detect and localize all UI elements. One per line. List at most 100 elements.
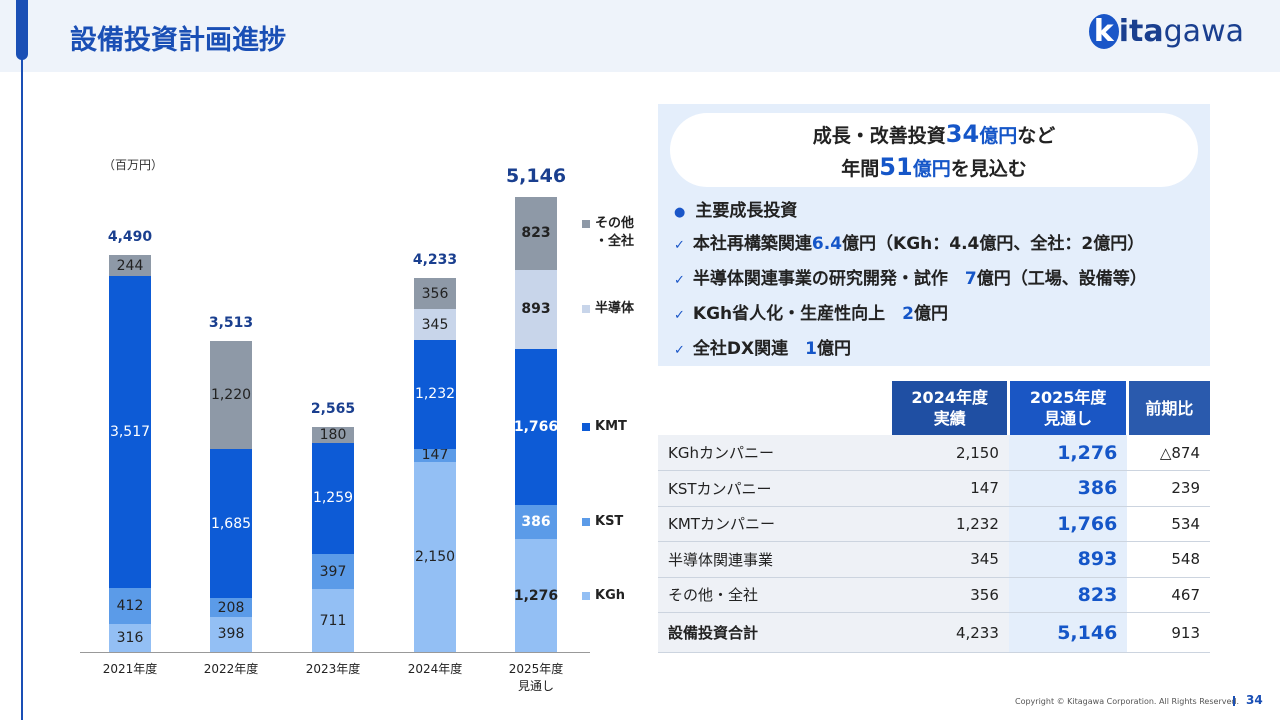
logo: k itagawa <box>1088 14 1244 49</box>
table-cell: KGhカンパニー <box>658 435 891 471</box>
bar-segment: 386 <box>515 504 557 540</box>
legend-swatch <box>582 591 590 600</box>
bar-segment: 1,276 <box>513 539 559 652</box>
data-label: 711 <box>319 612 347 629</box>
item-part: 7 <box>964 269 977 289</box>
bar-segment: 398 <box>210 616 252 652</box>
x-tick-label: 2025年度 見通し <box>508 662 564 693</box>
header-cell: 2024年度 実績 <box>888 381 1009 435</box>
table-cell: 147 <box>890 470 1009 506</box>
data-label: 386 <box>521 514 551 531</box>
bar-segment: 208 <box>210 598 252 617</box>
data-label: 2,150 <box>414 548 456 565</box>
table-cell: 467 <box>1127 577 1210 613</box>
legend-label: 半導体 <box>595 301 635 317</box>
headline-part: 34 <box>945 120 980 148</box>
table-row: 半導体関連事業 345 893 548 <box>658 541 1210 577</box>
header-cell <box>658 381 891 435</box>
bar-segment: 356 <box>414 277 456 310</box>
table-cell: 1,276 <box>1008 435 1128 471</box>
headline-part: など <box>1017 125 1056 147</box>
table-cell: 386 <box>1008 470 1128 506</box>
x-tick-label: 2022年度 <box>203 662 259 676</box>
item-part: 全社DX関連 <box>692 339 806 359</box>
table-cell: 1,232 <box>890 506 1009 542</box>
data-label: 1,685 <box>210 515 252 532</box>
data-label: 398 <box>217 626 245 643</box>
data-label: 397 <box>319 563 347 580</box>
bar-segment: 1,259 <box>312 442 354 554</box>
table-row: KGhカンパニー 2,150 1,276 △874 <box>658 435 1210 471</box>
side-tab <box>16 0 28 60</box>
bar-segment: 180 <box>312 427 354 443</box>
data-label: 893 <box>521 301 551 318</box>
legend-swatch <box>582 518 590 527</box>
logo-bold: ita <box>1118 14 1164 49</box>
total-label: 4,490 <box>107 228 153 245</box>
check: ✓ <box>674 343 685 358</box>
bar-segment: 316 <box>109 624 151 652</box>
headline-part: を見込む <box>950 158 1027 180</box>
table-cell: △874 <box>1127 435 1210 471</box>
header-row: 2024年度 実績 2025年度 見通し 前期比 <box>658 381 1210 435</box>
summary-item: ✓ 全社DX関連 1億円 <box>674 334 851 359</box>
copyright: Copyright © Kitagawa Corporation. All Ri… <box>1015 697 1240 706</box>
legend-swatch <box>582 422 590 431</box>
check: ✓ <box>674 308 685 323</box>
data-label: 180 <box>319 426 347 443</box>
data-label: 345 <box>421 316 449 333</box>
table-cell: 4,233 <box>890 612 1009 653</box>
item-part: 億円（工場、設備等） <box>976 269 1147 289</box>
table-row: KMTカンパニー 1,232 1,766 534 <box>658 506 1210 542</box>
check: ✓ <box>674 273 685 288</box>
data-label: 316 <box>116 630 144 646</box>
total-label: 2,565 <box>310 400 356 417</box>
table-cell: 893 <box>1008 541 1128 577</box>
bar-segment: 711 <box>312 589 354 652</box>
table-cell: 913 <box>1127 612 1210 653</box>
table-cell: 239 <box>1127 470 1210 506</box>
data-label: 244 <box>116 257 144 274</box>
table-cell: 半導体関連事業 <box>658 541 891 577</box>
logo-k: k <box>1088 14 1119 49</box>
headline-part: 億円 <box>912 158 951 180</box>
bar-segment: 345 <box>414 309 456 340</box>
legend-label: KGh <box>595 587 625 603</box>
item-part: 6.4 <box>811 234 843 254</box>
summary-item: ✓ 半導体関連事業の研究開発・試作 7億円（工場、設備等） <box>674 264 1147 289</box>
data-label: 1,259 <box>312 490 354 507</box>
table-cell: KSTカンパニー <box>658 470 891 506</box>
headline-part: 51 <box>879 153 913 181</box>
item-part: KGh省人化・生産性向上 <box>692 304 903 324</box>
legend-label: その他 ・全社 <box>595 216 635 250</box>
side-line <box>21 0 23 720</box>
item-part: 2 <box>902 304 914 324</box>
bar-segment: 397 <box>312 553 354 590</box>
table-cell: 823 <box>1008 577 1128 613</box>
data-label: 1,220 <box>210 387 252 404</box>
x-tick-label: 2024年度 <box>407 662 463 676</box>
table-cell: 534 <box>1127 506 1210 542</box>
bar-segment: 1,220 <box>210 341 252 450</box>
data-label: 1,276 <box>513 587 559 604</box>
item-part: 1 <box>805 339 817 359</box>
headline-part: 成長・改善投資 <box>812 125 946 147</box>
bar-segment: 1,766 <box>514 348 558 505</box>
table-row: その他・全社 356 823 467 <box>658 577 1210 613</box>
data-label: 412 <box>116 597 144 614</box>
data-label: 1,232 <box>414 386 456 403</box>
table-cell: KMTカンパニー <box>658 506 891 542</box>
headline-line: 年間51億円を見込む <box>670 152 1198 185</box>
data-label: 147 <box>421 447 449 464</box>
header-cell: 2025年度 見通し <box>1007 381 1128 435</box>
logo-rest: gawa <box>1163 14 1244 49</box>
bar-segment: 823 <box>515 196 557 270</box>
table-cell: 356 <box>890 577 1009 613</box>
x-tick-label: 2023年度 <box>305 662 361 676</box>
legend-label: KST <box>595 514 624 530</box>
bar-segment: 147 <box>414 447 456 464</box>
bar-segment: 244 <box>109 254 151 277</box>
summary-heading: ● 主要成長投資 <box>674 201 798 221</box>
bar-segment: 2,150 <box>414 461 456 652</box>
data-label: 356 <box>421 285 449 302</box>
